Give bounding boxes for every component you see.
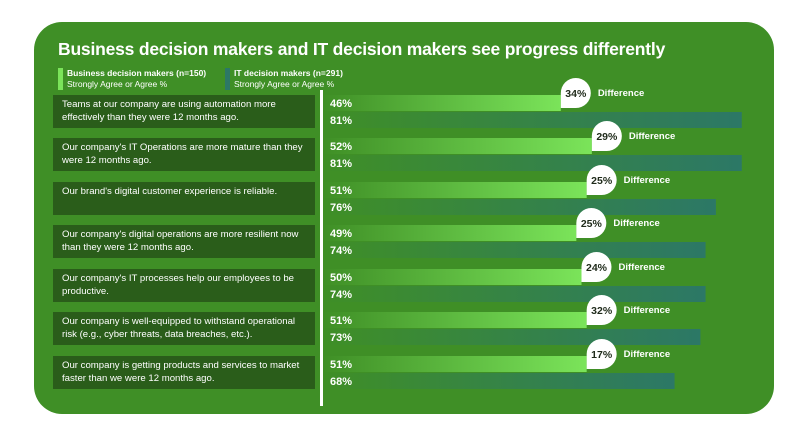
it-bar (323, 199, 716, 215)
it-value-label: 68% (330, 376, 352, 388)
difference-bubble (586, 295, 617, 325)
legend-business-label: Business decision makers (n=150) (67, 68, 207, 78)
chart-title: Business decision makers and IT decision… (58, 39, 666, 59)
it-value-label: 73% (330, 332, 352, 344)
legend-it-label: IT decision makers (n=291) (234, 68, 343, 78)
it-bar (323, 155, 742, 171)
difference-value: 25% (591, 175, 613, 187)
business-value-label: 51% (330, 359, 352, 371)
row-label: Our brand's digital customer experience … (53, 182, 315, 215)
difference-label: Difference (629, 131, 675, 142)
difference-value: 29% (596, 131, 618, 143)
business-bar (323, 182, 587, 198)
legend-business-swatch (58, 68, 63, 90)
difference-label: Difference (598, 88, 644, 99)
row-label: Our company's digital operations are mor… (53, 225, 315, 258)
difference-label: Difference (619, 262, 665, 273)
difference-label: Difference (624, 175, 670, 186)
difference-bubble (586, 165, 617, 195)
business-value-label: 51% (330, 185, 352, 197)
business-value-label: 52% (330, 141, 352, 153)
business-bar (323, 138, 592, 154)
bar-chart: 46% 81% 34% Difference 52% 81% 29% Difference 51… (323, 78, 742, 389)
business-bar (323, 312, 587, 328)
infographic-card: Business decision makers and IT decision… (34, 22, 774, 414)
difference-value: 32% (591, 305, 613, 317)
difference-bubble (576, 208, 607, 238)
difference-value: 25% (581, 218, 603, 230)
it-bar (323, 112, 742, 128)
row-label: Our company's IT processes help our empl… (53, 269, 315, 302)
it-bar (323, 286, 706, 302)
difference-bubble (591, 121, 622, 151)
difference-bubble (560, 78, 591, 108)
it-bar (323, 329, 701, 345)
axis-divider (320, 90, 323, 406)
business-bar (323, 225, 577, 241)
difference-value: 34% (565, 88, 587, 100)
it-value-label: 74% (330, 245, 352, 257)
difference-label: Difference (624, 305, 670, 316)
legend-it-swatch (225, 68, 230, 90)
row-label: Teams at our company are using automatio… (53, 95, 315, 128)
it-value-label: 81% (330, 158, 352, 170)
business-bar (323, 269, 582, 285)
difference-bubble (581, 252, 612, 282)
it-value-label: 76% (330, 202, 352, 214)
legend-business-sub: Strongly Agree or Agree % (67, 79, 168, 89)
row-label: Our company's IT Operations are more mat… (53, 138, 315, 171)
difference-bubble (586, 339, 617, 369)
row-label: Our company is well-equipped to withstan… (53, 312, 315, 345)
difference-value: 24% (586, 262, 608, 274)
difference-label: Difference (624, 349, 670, 360)
it-bar (323, 242, 706, 258)
it-value-label: 74% (330, 289, 352, 301)
business-value-label: 51% (330, 315, 352, 327)
business-value-label: 46% (330, 98, 352, 110)
business-value-label: 49% (330, 228, 352, 240)
row-label: Our company is getting products and serv… (53, 356, 315, 389)
it-bar (323, 373, 675, 389)
difference-label: Difference (613, 218, 659, 229)
business-bar (323, 356, 587, 372)
business-value-label: 50% (330, 272, 352, 284)
legend-it-sub: Strongly Agree or Agree % (234, 79, 335, 89)
it-value-label: 81% (330, 115, 352, 127)
business-bar (323, 95, 561, 111)
difference-value: 17% (591, 349, 613, 361)
